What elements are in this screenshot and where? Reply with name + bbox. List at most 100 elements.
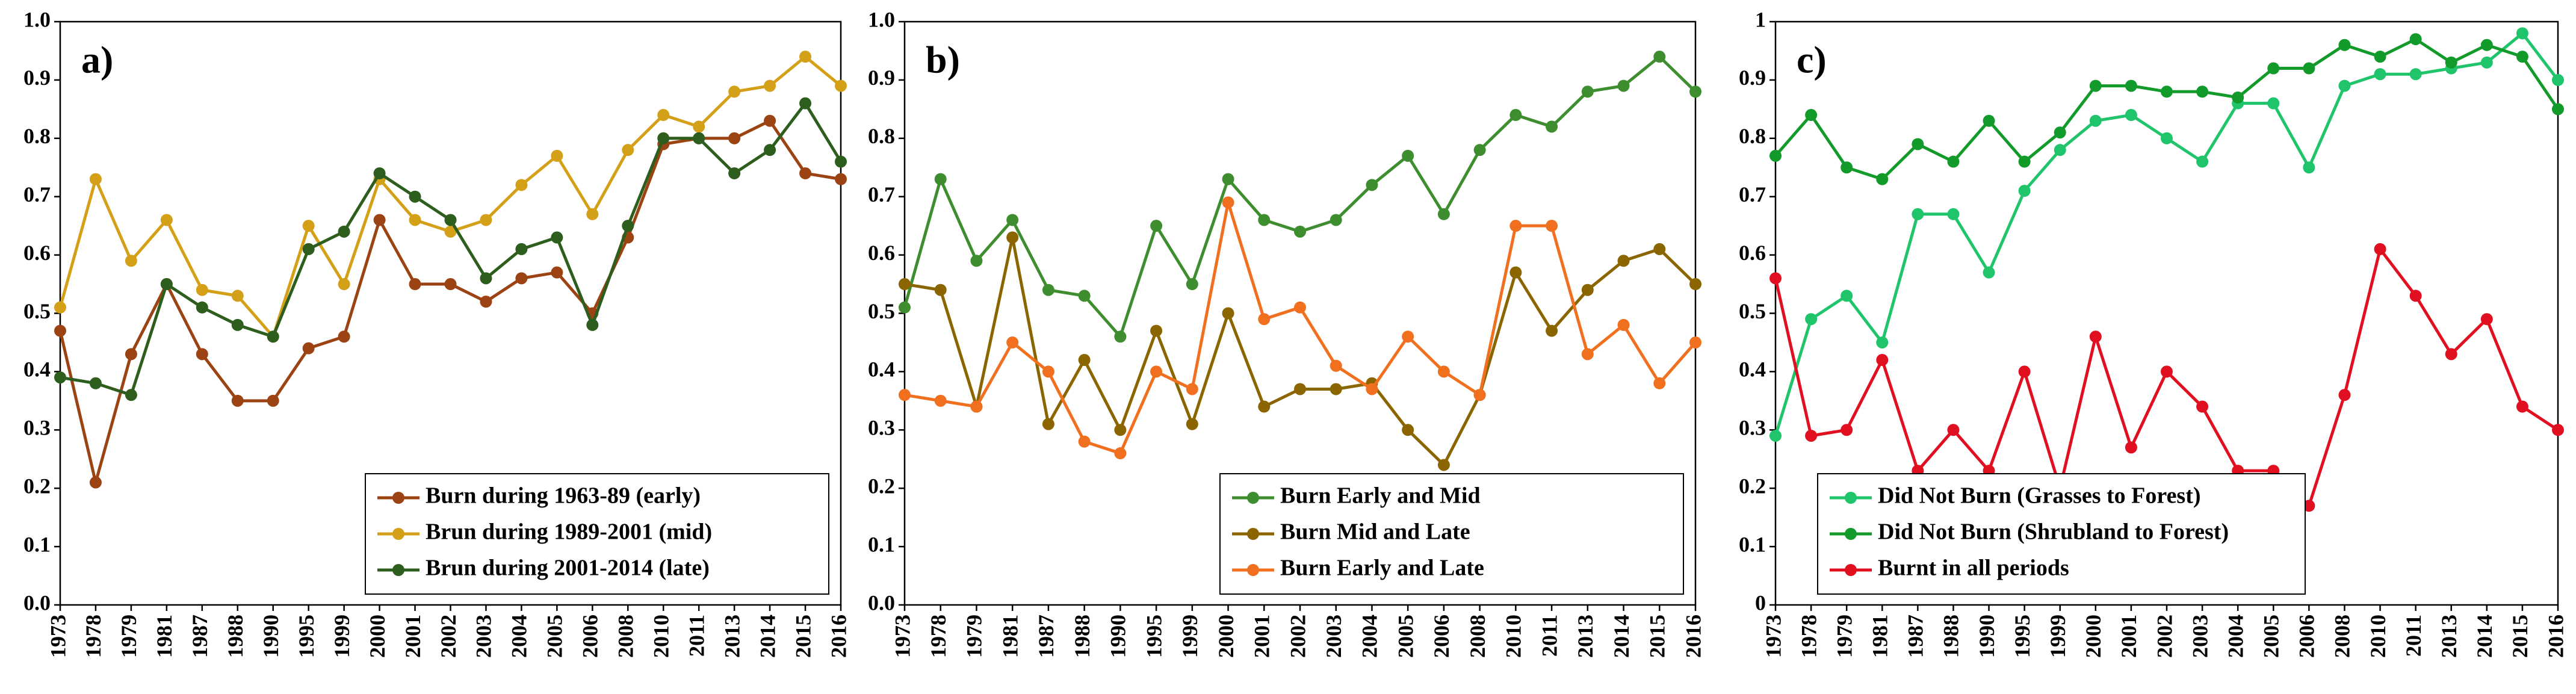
data-point [125,348,137,361]
data-point [444,214,457,226]
data-point [2018,185,2031,197]
panel: 0 0.1 0.2 0.3 0.4 0.5 0.6 0.7 0.8 0.9 1 1973 1978 197… [1739,7,2568,658]
data-point [799,167,812,179]
x-tick-label: 2016 [826,615,850,658]
data-point [2409,290,2422,302]
x-tick-label: 1999 [2046,615,2070,658]
data-point [1078,290,1091,302]
x-tick-label: 1988 [223,615,247,658]
data-point [1294,383,1306,395]
data-point [1581,348,1594,361]
x-tick-label: 2015 [2508,615,2532,658]
data-point [2089,114,2102,127]
y-tick-label: 1.0 [23,7,51,31]
data-point [1841,161,1853,174]
data-point [373,214,386,226]
data-point [1841,290,1853,302]
data-point [409,278,421,291]
panel-label: a) [81,39,113,81]
data-point [2516,51,2528,63]
legend-label: Burn Early and Mid [1280,483,1481,509]
data-point [551,266,563,279]
data-point [89,377,102,389]
x-tick-label: 2013 [2437,615,2461,658]
data-point [2018,155,2031,168]
data-point [1546,220,1558,232]
data-point [1473,389,1486,401]
x-tick-label: 1999 [330,615,354,658]
data-point [515,272,528,285]
data-point [444,225,457,238]
data-point [1042,283,1054,296]
data-point [2054,126,2066,139]
series-line [58,119,841,485]
x-tick-label: 2003 [472,615,496,658]
data-point [1689,336,1701,349]
data-point [1078,354,1091,367]
x-tick-label: 2002 [1286,615,1310,658]
y-tick-label: 0.2 [868,474,895,498]
data-point [728,132,741,144]
data-point [2552,103,2564,116]
y-tick-label: 0.3 [1739,416,1766,440]
data-point [2303,161,2315,174]
x-tick-label: 2001 [2117,615,2141,658]
data-point [267,394,279,407]
series-line [60,102,843,397]
legend-label: Brun during 1989-2001 (mid) [426,519,712,545]
data-point [1653,377,1666,389]
data-point [338,330,350,343]
x-tick-label: 1973 [46,615,70,658]
x-tick-label: 2006 [578,615,602,658]
data-point [1437,208,1450,220]
y-tick-label: 0.6 [1739,241,1766,265]
data-point [1546,120,1558,133]
data-point [2516,400,2528,413]
y-tick-label: 0.8 [868,124,895,148]
data-point [2161,365,2173,378]
data-point [899,389,911,401]
data-point [693,120,705,133]
x-tick-label: 2011 [684,615,708,657]
x-tick-label: 2010 [2366,615,2390,658]
data-point [764,144,776,156]
data-point [1258,313,1271,326]
data-point [622,220,634,232]
data-point [409,190,421,203]
data-point [1983,114,1995,127]
x-tick-label: 2014 [1609,615,1633,658]
x-tick-label: 2014 [755,615,779,658]
data-point [302,342,315,355]
series-line [58,55,842,338]
data-point [728,167,741,179]
x-tick-label: 1995 [294,615,318,658]
data-point [1330,214,1342,226]
data-point [2480,56,2493,69]
data-point [586,318,599,331]
data-point [515,243,528,255]
y-tick-label: 0.7 [868,182,895,206]
data-point [1947,155,1960,168]
x-tick-label: 1981 [152,615,176,658]
data-point [480,296,492,308]
data-point [1186,418,1198,430]
legend-label: Did Not Burn (Shrubland to Forest) [1878,519,2229,545]
x-tick-label: 1978 [81,615,105,658]
x-tick-label: 1987 [1034,615,1058,658]
legend-marker [1845,492,1857,504]
data-point [2089,330,2102,343]
data-point [2303,62,2315,75]
x-tick-label: 2011 [2401,615,2426,657]
data-point [231,394,244,407]
data-point [764,114,776,127]
y-tick-label: 0.1 [23,532,51,556]
y-tick-label: 0 [1755,590,1766,615]
data-point [1653,243,1666,255]
y-tick-label: 0.2 [23,474,51,498]
data-point [196,348,208,361]
y-tick-label: 0.3 [23,416,51,440]
data-point [1509,266,1522,279]
y-tick-label: 0.7 [23,182,51,206]
data-point [2516,27,2528,40]
data-point [2125,79,2137,92]
